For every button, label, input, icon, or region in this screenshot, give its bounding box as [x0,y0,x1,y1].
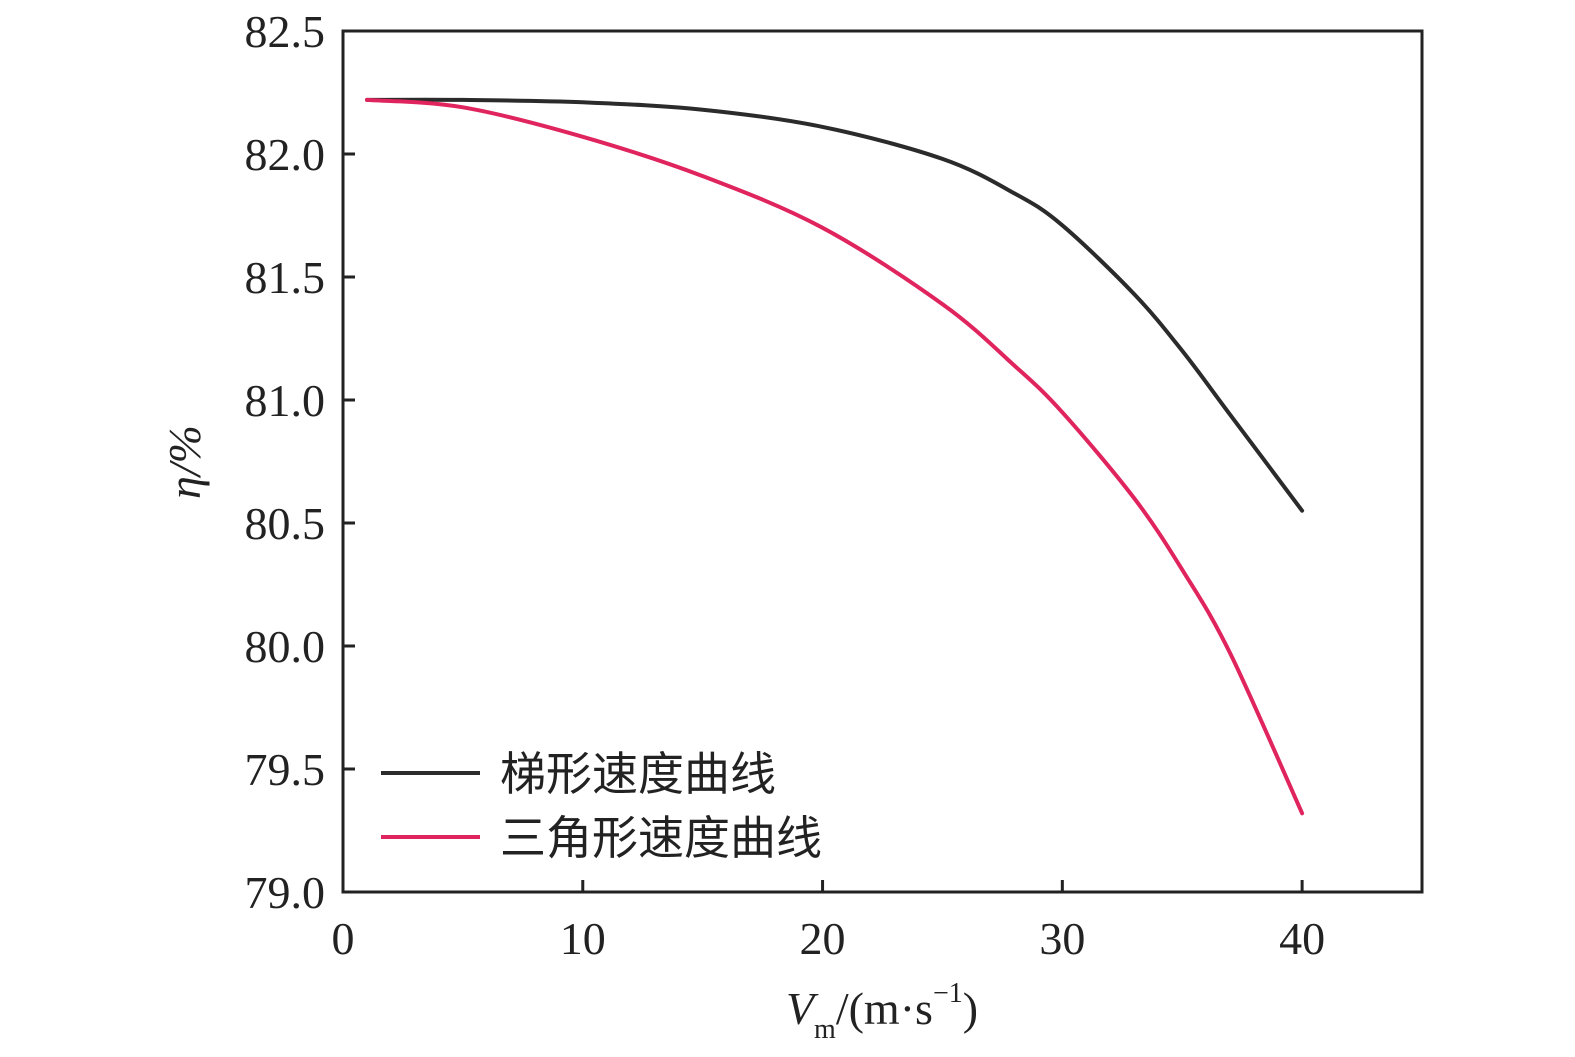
x-tick-label: 30 [1039,913,1085,964]
series-line-1 [365,97,1305,513]
y-axis-label: η/% [159,425,210,499]
y-tick-label: 79.5 [245,744,326,795]
x-axis-label-sub: m [814,1014,836,1045]
y-tick-label: 82.0 [245,129,326,180]
series-line-2 [365,97,1305,816]
series-group [365,97,1305,816]
x-axis-label-sup: −1 [933,978,963,1009]
x-tick-label: 10 [560,913,606,964]
legend-label-1: 梯形速度曲线 [500,747,776,801]
y-tick-label: 80.5 [245,498,326,549]
x-axis-label-var: V [786,983,819,1034]
ticks-group: 0 10 20 30 40 79.0 79.5 80.0 80.5 81.0 81.5 82.0 82.… [245,6,1326,964]
x-tick-label: 20 [800,913,846,964]
y-axis-label-var: η [159,476,210,499]
x-tick-label: 40 [1279,913,1325,964]
y-tick-label: 82.5 [245,6,326,57]
legend-label-2: 三角形速度曲线 [500,811,822,865]
y-tick-label: 80.0 [245,621,326,672]
x-axis-label-unit: /(m·s [836,983,933,1034]
x-axis-label-close: ) [963,983,978,1034]
x-axis-label: Vm/(m·s−1) [786,978,978,1045]
y-tick-label: 79.0 [245,867,326,918]
y-tick-label: 81.0 [245,375,326,426]
x-tick-label: 0 [332,913,355,964]
y-axis-label-unit: /% [159,425,210,479]
plot-frame [341,29,1424,894]
y-tick-label: 81.5 [245,252,326,303]
